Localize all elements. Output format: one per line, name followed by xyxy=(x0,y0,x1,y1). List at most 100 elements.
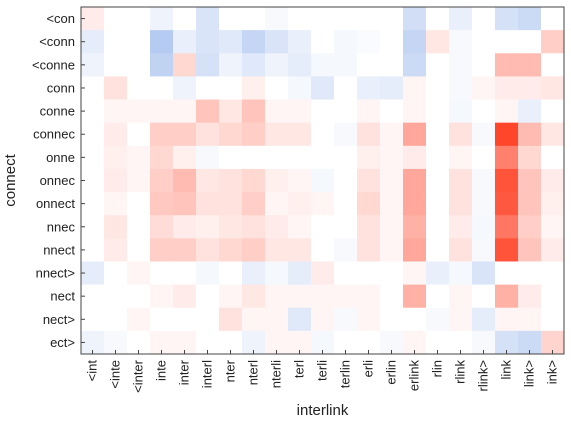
heatmap-cell xyxy=(541,30,565,54)
heatmap-cell xyxy=(242,238,266,262)
heatmap-cell xyxy=(104,330,128,355)
heatmap-cell xyxy=(472,99,496,124)
heatmap-cell xyxy=(426,122,450,147)
heatmap-cell xyxy=(449,53,473,77)
heatmap-cell xyxy=(242,7,266,31)
heatmap-cell xyxy=(380,261,404,286)
heatmap-cell xyxy=(219,307,243,332)
x-tick-label: erli xyxy=(361,360,376,377)
heatmap-cell xyxy=(288,122,312,147)
x-tick-label: rlink xyxy=(453,360,468,384)
heatmap-cell xyxy=(311,145,335,170)
heatmap-cell xyxy=(219,261,243,286)
heatmap-cell xyxy=(449,168,473,193)
heatmap-cell xyxy=(288,307,312,332)
heatmap-cell xyxy=(173,99,197,124)
heatmap-cell xyxy=(472,122,496,147)
y-tick-label: connec xyxy=(33,127,75,142)
heatmap-cell xyxy=(288,215,312,239)
heatmap-cell xyxy=(150,99,174,124)
x-tick-label: link xyxy=(499,360,514,380)
heatmap-cell xyxy=(104,238,128,262)
heatmap-cell xyxy=(242,307,266,332)
y-tick-label: onne xyxy=(46,150,75,165)
heatmap-cell xyxy=(449,76,473,101)
heatmap-cell xyxy=(426,99,450,124)
heatmap-cell xyxy=(219,330,243,355)
heatmap-cell xyxy=(219,215,243,239)
heatmap-cell xyxy=(104,122,128,147)
heatmap-cell xyxy=(541,284,565,309)
heatmap-cell xyxy=(380,307,404,332)
heatmap-cell xyxy=(541,53,565,77)
heatmap-cell xyxy=(449,261,473,286)
heatmap-cell xyxy=(518,330,542,355)
heatmap-cell xyxy=(104,145,128,170)
heatmap-cell xyxy=(334,76,358,101)
x-tick-label: rlin xyxy=(430,360,445,377)
heatmap-cell xyxy=(426,330,450,355)
heatmap-cell xyxy=(288,192,312,216)
heatmap-cell xyxy=(150,7,174,31)
heatmap-cell xyxy=(495,122,519,147)
heatmap-cell xyxy=(426,53,450,77)
x-tick-label: inter xyxy=(177,359,192,385)
heatmap-cell xyxy=(242,99,266,124)
heatmap-cell xyxy=(173,145,197,170)
x-tick-label: erlink xyxy=(407,360,422,392)
heatmap-cell xyxy=(495,215,519,239)
heatmap-cell xyxy=(219,238,243,262)
heatmap-cell xyxy=(472,215,496,239)
heatmap-cell xyxy=(104,192,128,216)
heatmap-cell xyxy=(265,99,289,124)
heatmap-cell xyxy=(495,76,519,101)
heatmap-cell xyxy=(403,284,427,309)
heatmap-cell xyxy=(104,53,128,77)
heatmap-cell xyxy=(81,99,105,124)
heatmap-cell xyxy=(173,53,197,77)
heatmap-cell xyxy=(472,145,496,170)
heatmap-cell xyxy=(311,261,335,286)
heatmap-cell xyxy=(311,122,335,147)
heatmap-cell xyxy=(127,284,151,309)
heatmap-cell xyxy=(472,168,496,193)
heatmap-cell xyxy=(380,284,404,309)
heatmap-cell xyxy=(127,168,151,193)
heatmap-cell xyxy=(357,168,381,193)
heatmap-cell xyxy=(311,192,335,216)
heatmap-cell xyxy=(81,261,105,286)
heatmap-cell xyxy=(104,284,128,309)
heatmap-cell xyxy=(495,53,519,77)
heatmap-cell xyxy=(150,168,174,193)
heatmap-cell xyxy=(334,30,358,54)
heatmap-cell xyxy=(518,261,542,286)
x-tick-label: interl xyxy=(200,360,215,388)
heatmap-cell xyxy=(127,7,151,31)
heatmap-cell xyxy=(219,99,243,124)
heatmap-cell xyxy=(541,76,565,101)
heatmap-cell xyxy=(219,30,243,54)
heatmap-cell xyxy=(173,284,197,309)
heatmap-cell xyxy=(196,30,220,54)
heatmap-cell xyxy=(104,30,128,54)
heatmap-cell xyxy=(541,168,565,193)
x-tick-label: link> xyxy=(522,360,537,387)
heatmap-cell xyxy=(472,7,496,31)
heatmap-cell xyxy=(518,30,542,54)
heatmap-cell xyxy=(104,7,128,31)
heatmap-cell xyxy=(518,99,542,124)
x-axis-label: interlink xyxy=(297,402,349,419)
heatmap-cell xyxy=(518,192,542,216)
heatmap-cell xyxy=(357,307,381,332)
heatmap-cell xyxy=(265,330,289,355)
heatmap-cell xyxy=(541,99,565,124)
heatmap-cell xyxy=(380,76,404,101)
heatmap-cell xyxy=(265,284,289,309)
heatmap-cell xyxy=(518,7,542,31)
heatmap-cell xyxy=(495,30,519,54)
heatmap-cell xyxy=(242,53,266,77)
heatmap-cell xyxy=(219,284,243,309)
heatmap-cell xyxy=(403,99,427,124)
heatmap-cell xyxy=(127,99,151,124)
heatmap-cell xyxy=(150,284,174,309)
